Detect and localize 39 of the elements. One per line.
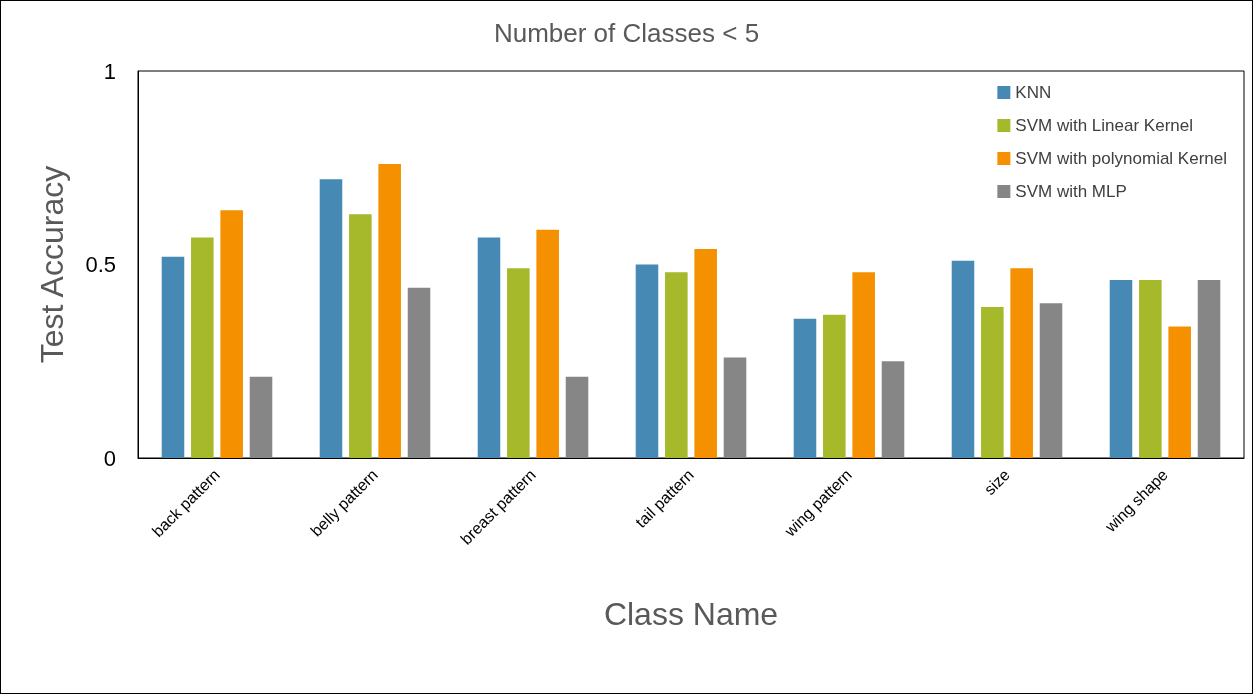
- bar: [723, 357, 747, 458]
- bar: [694, 249, 717, 458]
- bar: [477, 237, 501, 458]
- bar: [161, 256, 185, 458]
- legend-label: KNN: [1015, 83, 1052, 102]
- bar: [536, 229, 559, 458]
- bar: [1139, 279, 1162, 458]
- legend-label: SVM with MLP: [1015, 182, 1127, 201]
- x-axis-title: Class Name: [603, 596, 779, 632]
- bar: [220, 210, 243, 458]
- y-axis-title: Test Accuracy: [34, 165, 70, 364]
- chart-title: Number of Classes < 5: [493, 18, 760, 48]
- bar: [1039, 303, 1063, 458]
- bar: [191, 237, 214, 458]
- y-tick-label: 0.5: [85, 252, 116, 277]
- bar: [1109, 279, 1133, 458]
- bar: [507, 268, 530, 458]
- bar: [249, 376, 273, 458]
- bar: [635, 264, 659, 458]
- bar: [378, 163, 401, 458]
- bar: [1197, 279, 1221, 458]
- bar: [319, 179, 343, 458]
- bar: [852, 272, 875, 458]
- bar: [1168, 326, 1191, 458]
- bar: [407, 287, 431, 458]
- bar: [823, 314, 846, 458]
- x-tick-label: size: [980, 465, 1014, 499]
- bar: [881, 361, 905, 458]
- bar: [981, 307, 1004, 458]
- bar: [665, 272, 688, 458]
- y-tick-label: 0: [103, 445, 116, 471]
- bar: [951, 260, 975, 458]
- legend-label: SVM with Linear Kernel: [1015, 116, 1193, 135]
- bar: [565, 376, 589, 458]
- bar: [349, 214, 372, 458]
- legend-label: SVM with polynomial Kernel: [1015, 149, 1228, 168]
- bar: [793, 318, 817, 458]
- y-tick-label: 1: [103, 58, 116, 84]
- bar: [1010, 268, 1033, 458]
